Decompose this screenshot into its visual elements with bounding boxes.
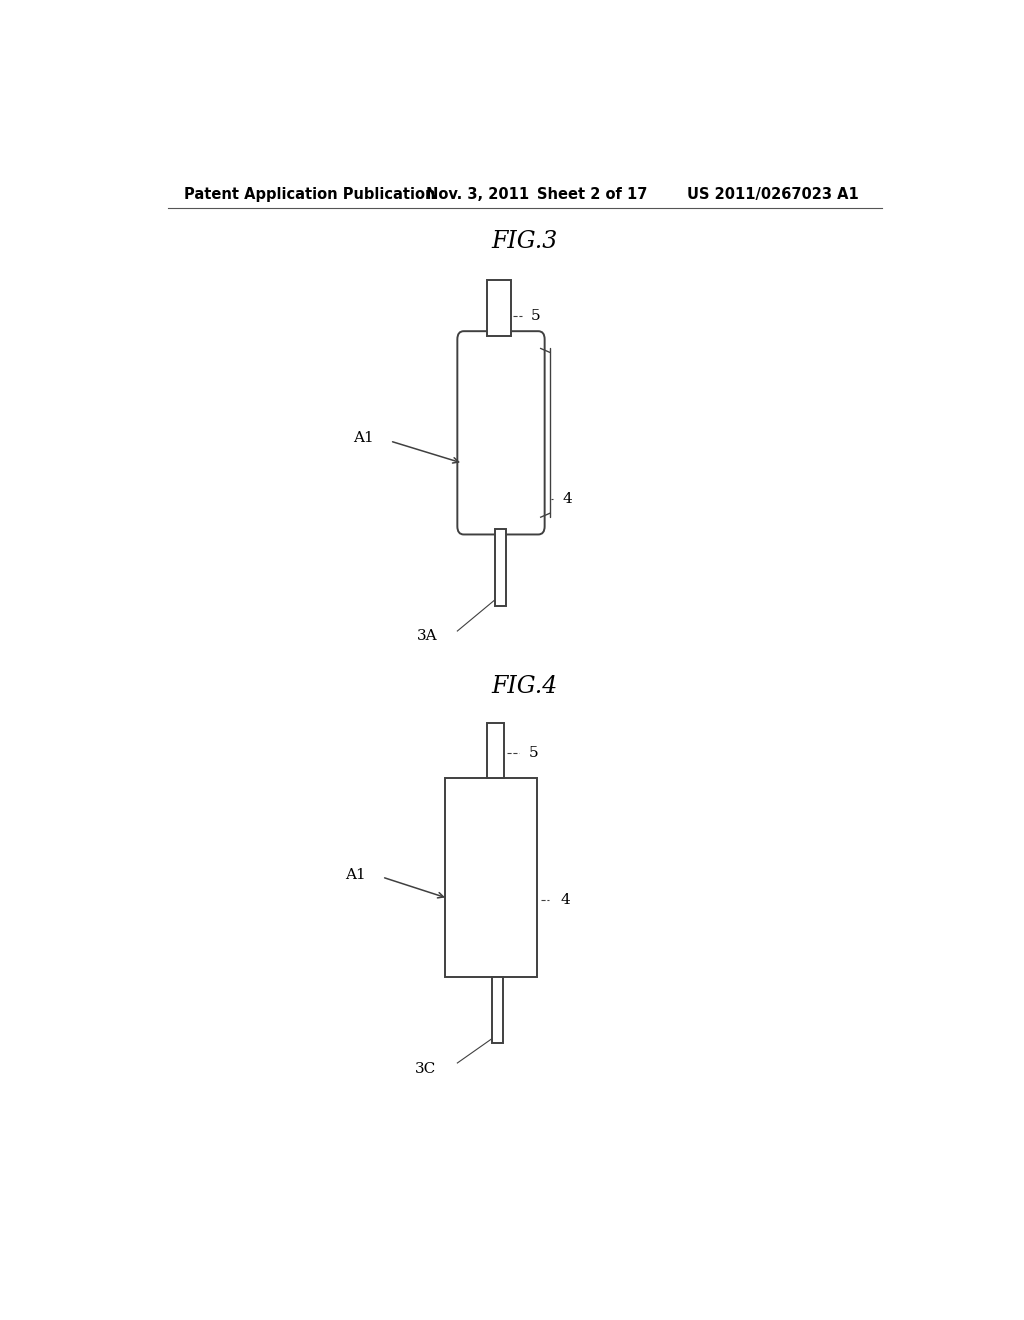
Bar — [445, 779, 537, 977]
Text: 4: 4 — [563, 492, 572, 506]
Text: A1: A1 — [345, 869, 367, 882]
Text: A1: A1 — [353, 430, 374, 445]
Text: Sheet 2 of 17: Sheet 2 of 17 — [537, 187, 647, 202]
Text: FIG.4: FIG.4 — [492, 676, 558, 698]
Text: 3A: 3A — [417, 630, 437, 643]
Bar — [495, 529, 506, 606]
Text: 5: 5 — [528, 746, 539, 760]
Text: Patent Application Publication: Patent Application Publication — [183, 187, 435, 202]
Bar — [493, 977, 504, 1043]
Text: Nov. 3, 2011: Nov. 3, 2011 — [426, 187, 528, 202]
Text: 5: 5 — [531, 309, 541, 323]
Bar — [486, 280, 511, 337]
FancyBboxPatch shape — [458, 331, 545, 535]
Text: 3C: 3C — [415, 1063, 436, 1076]
Text: FIG.3: FIG.3 — [492, 230, 558, 253]
Text: US 2011/0267023 A1: US 2011/0267023 A1 — [687, 187, 859, 202]
Text: 4: 4 — [560, 894, 570, 907]
Bar — [486, 722, 504, 779]
